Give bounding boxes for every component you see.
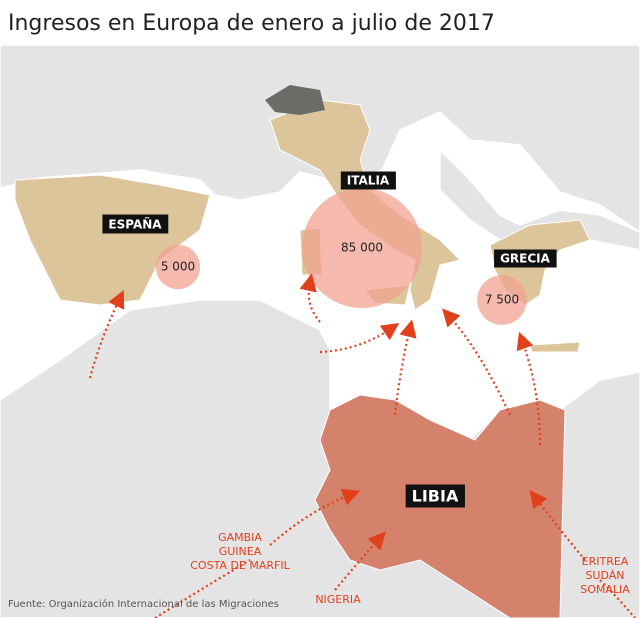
route <box>442 308 511 416</box>
origin-label: SOMALIA <box>580 583 630 596</box>
route <box>299 273 321 323</box>
bubble-layer: 5 000 85 000 7 500 <box>155 188 527 325</box>
source: Fuente: Organización Internacional de la… <box>8 598 279 610</box>
country-label: ITALIA <box>347 174 390 188</box>
route <box>269 488 361 546</box>
route <box>516 331 542 446</box>
title: Ingresos en Europa de enero a julio de 2… <box>8 11 495 36</box>
label-box <box>494 249 557 268</box>
bubble <box>477 275 527 325</box>
origin-label: GUINEA <box>219 545 262 558</box>
country-label: LIBIA <box>412 487 459 506</box>
country-label: ESPAÑA <box>108 217 162 232</box>
bubble-value: 7 500 <box>485 293 519 307</box>
origin-label: SUDÁN <box>585 569 624 582</box>
label-layer: ESPAÑA ITALIA GRECIA LIBIA GAMBIAGUINEACOSTA… <box>102 171 630 606</box>
route <box>88 290 125 379</box>
origin-label: COSTA DE MARFIL <box>190 559 290 572</box>
route <box>154 559 251 618</box>
origin-label: GAMBIA <box>218 531 262 544</box>
label-box <box>405 484 465 508</box>
routes <box>88 273 636 618</box>
bubble-value: 5 000 <box>161 260 195 274</box>
label-box <box>102 214 169 234</box>
bubble <box>155 244 201 290</box>
route <box>334 531 386 591</box>
origin-label: ERITREA <box>582 555 629 568</box>
spain <box>14 174 211 306</box>
bubble <box>302 188 422 308</box>
switzerland <box>265 85 325 115</box>
balkans-land <box>439 148 640 251</box>
label-box <box>340 171 396 190</box>
origin-label: NIGERIA <box>315 593 361 606</box>
bubble-value: 85 000 <box>341 241 383 255</box>
country-label: GRECIA <box>500 252 551 266</box>
